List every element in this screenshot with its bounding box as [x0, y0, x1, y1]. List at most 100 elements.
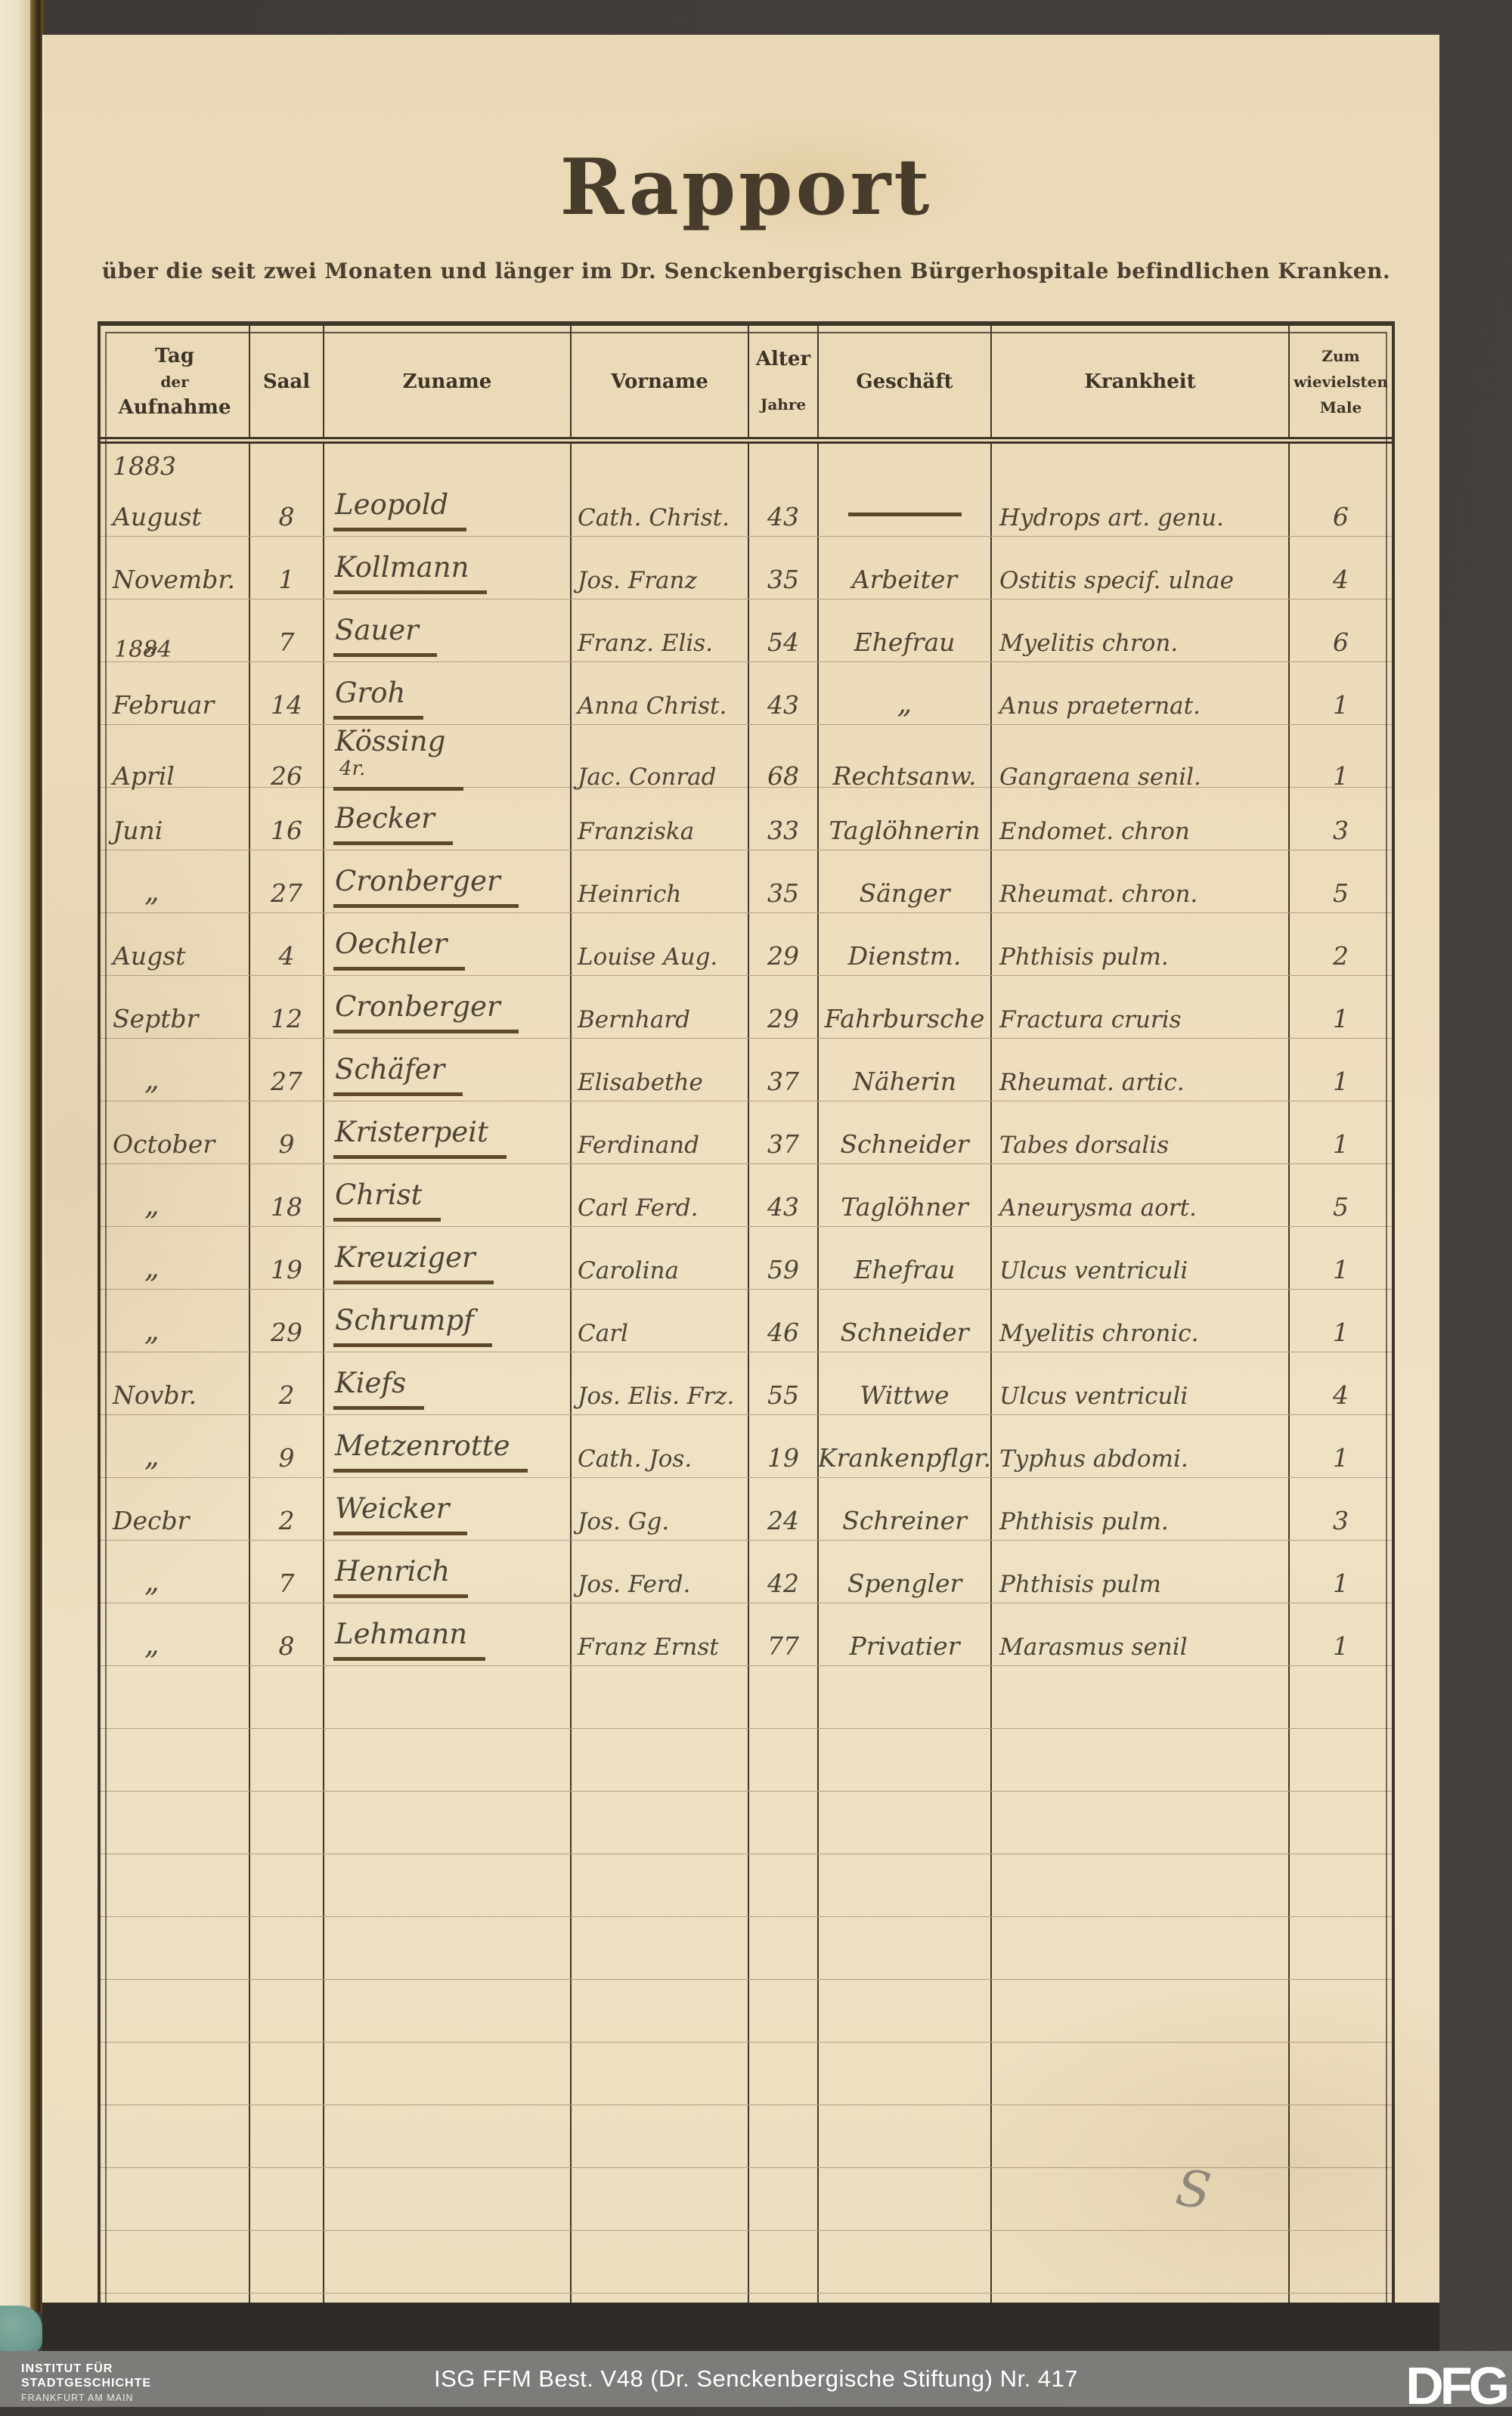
empty-cell [1290, 1666, 1392, 1728]
empty-cell [572, 1666, 749, 1728]
cell-admission-date: „ [101, 1164, 250, 1226]
cell-ward-number: 9 [250, 1415, 324, 1477]
cell-admission-count: 2 [1290, 913, 1392, 975]
empty-cell [324, 1980, 572, 2042]
cell-surname: Kiefs [324, 1352, 572, 1414]
disease: Marasmus senil [999, 1634, 1188, 1661]
ward-number: 26 [271, 761, 302, 791]
cell-surname: Metzenrotte [324, 1415, 572, 1477]
empty-cell [819, 1917, 992, 1979]
age-years: 29 [767, 941, 799, 971]
cell-admission-count: 1 [1290, 662, 1392, 724]
table-row: 1883 August 8 Leopold Cath. Christ. 43 Hydrops… [101, 444, 1392, 537]
cell-surname: Kollmann [324, 537, 572, 599]
first-name: Cath. Jos. [578, 1445, 692, 1473]
cell-age: 29 [749, 913, 819, 975]
table-row: April 26 Kössing 4r. Jac. Conrad 68 Rechtsanw.… [101, 725, 1392, 795]
disease: Anus praeternat. [999, 692, 1201, 720]
header-line: Zum [1321, 346, 1360, 365]
empty-cell [101, 2168, 250, 2230]
empty-cell [819, 2168, 992, 2230]
empty-cell [101, 2294, 250, 2303]
cell-disease: Hydrops art. genu. [992, 444, 1290, 536]
cell-first-name: Ferdinand [572, 1101, 749, 1163]
table-row: „ 27 Schäfer Elisabethe 37 Näherin Rheumat. ar… [101, 1039, 1392, 1101]
table-row-empty [101, 2043, 1392, 2105]
table-row: Augst 4 Oechler Louise Aug. 29 Dienstm. Phthis… [101, 913, 1392, 976]
empty-cell [101, 1729, 250, 1791]
empty-cell [992, 1980, 1290, 2042]
admission-month: „ [144, 1188, 160, 1222]
first-name: Jos. Elis. Frz. [578, 1383, 735, 1410]
cell-occupation [819, 444, 992, 536]
table-row: „ 7 Sauer Franz. Elis. 54 Ehefrau Myelitis chr… [101, 599, 1392, 662]
cell-admission-date: „ [101, 599, 250, 661]
table-body: 1883 August 8 Leopold Cath. Christ. 43 Hydrops… [101, 444, 1392, 2303]
header-line: wievielsten [1294, 372, 1388, 391]
cell-age: 68 [749, 725, 819, 795]
cell-disease: Gangraena senil. [992, 725, 1290, 795]
empty-cell [250, 2168, 324, 2230]
empty-cell [992, 1854, 1290, 1916]
empty-cell [101, 1854, 250, 1916]
cell-age: 37 [749, 1039, 819, 1101]
empty-cell [819, 1854, 992, 1916]
cell-ward-number: 7 [250, 1541, 324, 1603]
cell-age: 55 [749, 1352, 819, 1414]
cell-admission-date: „ [101, 850, 250, 912]
cell-first-name: Heinrich [572, 850, 749, 912]
age-years: 35 [767, 878, 799, 908]
header-cell-saal: Saal [250, 326, 324, 437]
admission-month: „ [144, 1251, 160, 1284]
disease: Ostitis specif. ulnae [999, 567, 1234, 594]
cell-admission-date: „ [101, 1290, 250, 1352]
cell-disease: Endomet. chron [992, 788, 1290, 850]
empty-cell [1290, 2294, 1392, 2303]
cell-age: 43 [749, 1164, 819, 1226]
cell-ward-number: 27 [250, 850, 324, 912]
cell-ward-number: 8 [250, 1603, 324, 1665]
empty-cell [324, 2168, 572, 2230]
ward-number: 7 [278, 1569, 295, 1598]
cell-admission-count: 1 [1290, 976, 1392, 1038]
table-row: „ 27 Cronberger Heinrich 35 Sänger Rheumat. ch… [101, 850, 1392, 913]
first-name: Franziska [578, 818, 695, 845]
table-row: Novbr. 2 Kiefs Jos. Elis. Frz. 55 Wittwe Ulcus… [101, 1352, 1392, 1415]
surname: Metzenrotte [333, 1429, 528, 1473]
cell-disease: Typhus abdomi. [992, 1415, 1290, 1477]
surname: Kristerpeit [333, 1116, 507, 1159]
age-years: 42 [767, 1569, 799, 1598]
age-years: 54 [767, 627, 799, 657]
disease: Endomet. chron [999, 818, 1190, 845]
table-row: 1884 Februar 14 Groh Anna Christ. 43 „ Anus pra… [101, 637, 1392, 725]
cell-ward-number: 18 [250, 1164, 324, 1226]
surname: Schäfer [333, 1053, 463, 1096]
cell-disease: Fractura cruris [992, 976, 1290, 1038]
admission-month: „ [144, 1439, 160, 1473]
empty-cell [1290, 1792, 1392, 1854]
empty-cell [250, 2043, 324, 2105]
ward-number: 9 [278, 1443, 295, 1473]
cell-age: 29 [749, 976, 819, 1038]
header-line: Tag [155, 344, 194, 367]
cell-age: 37 [749, 1101, 819, 1163]
surname: Lehmann [333, 1618, 486, 1661]
admission-count: 6 [1333, 627, 1349, 657]
disease: Myelitis chronic. [999, 1320, 1199, 1347]
age-years: 59 [767, 1255, 799, 1284]
empty-cell [992, 1666, 1290, 1728]
disease: Phthisis pulm. [999, 943, 1169, 971]
table-row-empty [101, 2168, 1392, 2231]
surname: Kreuziger [333, 1241, 494, 1284]
cell-surname: Christ [324, 1164, 572, 1226]
empty-cell [749, 2168, 819, 2230]
institute-line: FRANKFURT AM MAIN [21, 2393, 134, 2403]
empty-cell [1290, 1980, 1392, 2042]
empty-cell [572, 2231, 749, 2293]
ward-number: 18 [271, 1192, 302, 1222]
patient-table: Tag der Aufnahme Saal Zuname Vorname Alter Jahr… [98, 321, 1395, 2303]
empty-cell [572, 1854, 749, 1916]
admission-month: Novembr. [113, 565, 235, 594]
empty-cell [1290, 1729, 1392, 1791]
empty-cell [572, 1729, 749, 1791]
